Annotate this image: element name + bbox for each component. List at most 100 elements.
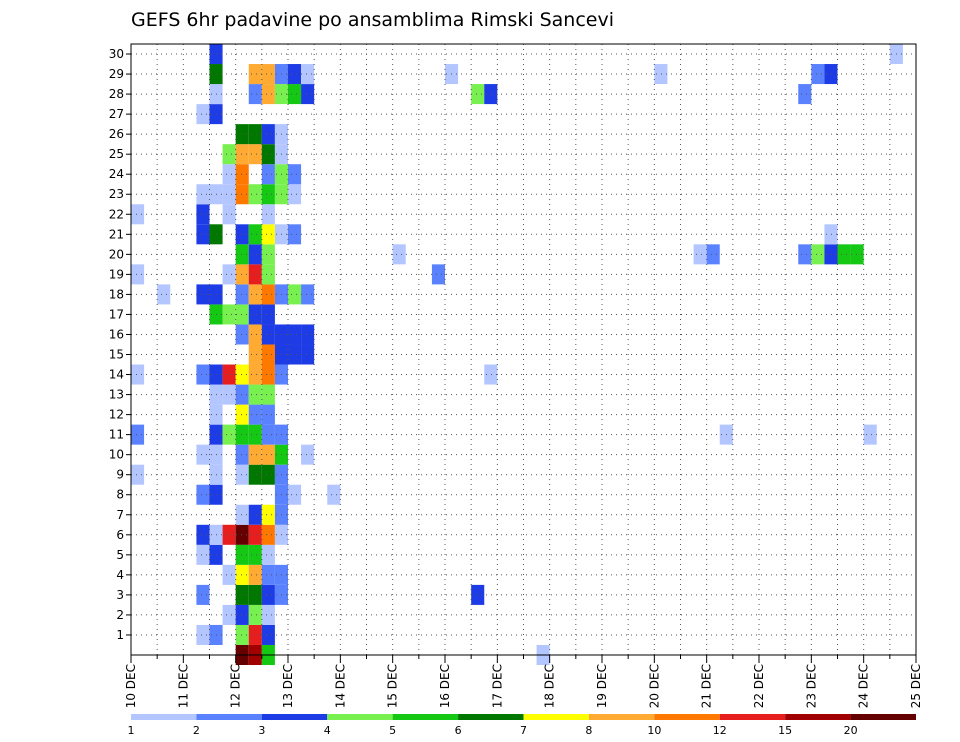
y-tick-label: 13 — [109, 388, 124, 402]
heatmap-cell — [235, 384, 249, 405]
heatmap-cell — [261, 224, 275, 245]
heatmap-cell — [235, 564, 249, 585]
heatmap-cell — [235, 284, 249, 305]
legend-swatch — [588, 714, 655, 720]
x-tick-label: 19 DEC — [595, 664, 609, 708]
legend-swatch — [654, 714, 720, 720]
heatmap-cell — [222, 204, 236, 225]
chart-title: GEFS 6hr padavine po ansamblima Rimski S… — [131, 9, 614, 31]
heatmap-cell — [811, 64, 825, 85]
legend-label: 10 — [647, 724, 661, 737]
heatmap-cell — [131, 464, 145, 485]
legend-label: 12 — [713, 724, 727, 737]
heatmap-cell — [288, 324, 302, 345]
heatmap-cell — [222, 364, 236, 385]
heatmap-cell — [131, 364, 145, 385]
heatmap-cell — [301, 84, 315, 105]
x-tick-label: 20 DEC — [647, 664, 661, 708]
heatmap-cell — [196, 364, 210, 385]
heatmap-cell — [222, 264, 236, 285]
heatmap-cell — [261, 564, 275, 585]
heatmap-cell — [288, 344, 302, 365]
heatmap-cell — [261, 524, 275, 545]
heatmap-cell — [301, 344, 315, 365]
heatmap-cell — [248, 464, 262, 485]
heatmap-cell — [131, 264, 145, 285]
x-tick-label: 13 DEC — [281, 664, 295, 708]
heatmap-cell — [824, 224, 838, 245]
heatmap-cell — [798, 84, 812, 105]
y-tick-label: 9 — [116, 468, 124, 482]
heatmap-cell — [301, 284, 315, 305]
heatmap-cell — [235, 624, 249, 645]
heatmap-cell — [248, 384, 262, 405]
y-axis-ticks: 1234567891011121314151617181920212223242… — [109, 47, 131, 642]
y-tick-label: 10 — [109, 448, 124, 462]
heatmap-cell — [811, 244, 825, 265]
legend-label: 7 — [520, 724, 527, 737]
y-tick-label: 27 — [109, 107, 124, 121]
x-tick-label: 25 DEC — [909, 664, 923, 708]
color-legend: 1 2 3 4 5 6 7 8 10 12 15 20 — [128, 714, 916, 737]
legend-swatch — [196, 714, 262, 720]
heatmap-cell — [261, 444, 275, 465]
legend-label: 5 — [389, 724, 396, 737]
heatmap-cell — [301, 64, 315, 85]
heatmap-cell — [850, 244, 864, 265]
x-tick-label: 15 DEC — [386, 664, 400, 708]
heatmap-cell — [288, 164, 302, 185]
x-tick-label: 24 DEC — [857, 664, 871, 708]
heatmap-cell — [196, 544, 210, 565]
legend-swatch — [392, 714, 459, 720]
y-tick-label: 29 — [109, 67, 124, 81]
heatmap-cell — [261, 204, 275, 225]
y-tick-label: 21 — [109, 227, 124, 241]
grid-lines — [130, 44, 917, 655]
heatmap-cell — [261, 264, 275, 285]
heatmap-cell — [261, 244, 275, 265]
heatmap-cell — [261, 84, 275, 105]
heatmap-cell — [235, 184, 249, 205]
heatmap-cell — [693, 244, 707, 265]
y-tick-label: 4 — [116, 568, 124, 582]
legend-label: 20 — [844, 724, 858, 737]
legend-label: 6 — [455, 724, 462, 737]
heatmap-cell — [248, 564, 262, 585]
y-tick-label: 12 — [109, 408, 124, 422]
heatmap-cell — [248, 444, 262, 465]
x-tick-label: 12 DEC — [229, 664, 243, 708]
heatmap-cell — [824, 244, 838, 265]
y-tick-label: 30 — [109, 47, 124, 61]
y-tick-label: 28 — [109, 87, 124, 101]
legend-swatch — [327, 714, 393, 720]
heatmap-cell — [235, 604, 249, 625]
x-tick-label: 23 DEC — [804, 664, 818, 708]
heatmap-cell — [196, 524, 210, 545]
legend-swatch — [458, 714, 524, 720]
legend-swatch — [850, 714, 916, 720]
heatmap-cell — [248, 284, 262, 305]
y-tick-label: 8 — [116, 488, 124, 502]
y-tick-label: 7 — [116, 508, 124, 522]
legend-label: 3 — [258, 724, 265, 737]
heatmap-cell — [196, 184, 210, 205]
y-tick-label: 6 — [116, 528, 124, 542]
heatmap-cell — [261, 544, 275, 565]
heatmap-cell — [654, 64, 668, 85]
legend-swatch — [261, 714, 328, 720]
heatmap-cell — [261, 364, 275, 385]
heatmap-cell — [235, 424, 249, 445]
legend-label: 8 — [585, 724, 592, 737]
heatmap-cell — [222, 604, 236, 625]
heatmap-cell — [235, 224, 249, 245]
legend-label: 4 — [324, 724, 331, 737]
heatmap-cell — [196, 624, 210, 645]
heatmap-cell — [288, 64, 302, 85]
legend-label: 2 — [193, 724, 200, 737]
heatmap-cell — [837, 244, 851, 265]
heatmap-cell — [157, 284, 171, 305]
y-tick-label: 20 — [109, 247, 124, 261]
y-tick-label: 15 — [109, 348, 124, 362]
heatmap-cell — [248, 324, 262, 345]
